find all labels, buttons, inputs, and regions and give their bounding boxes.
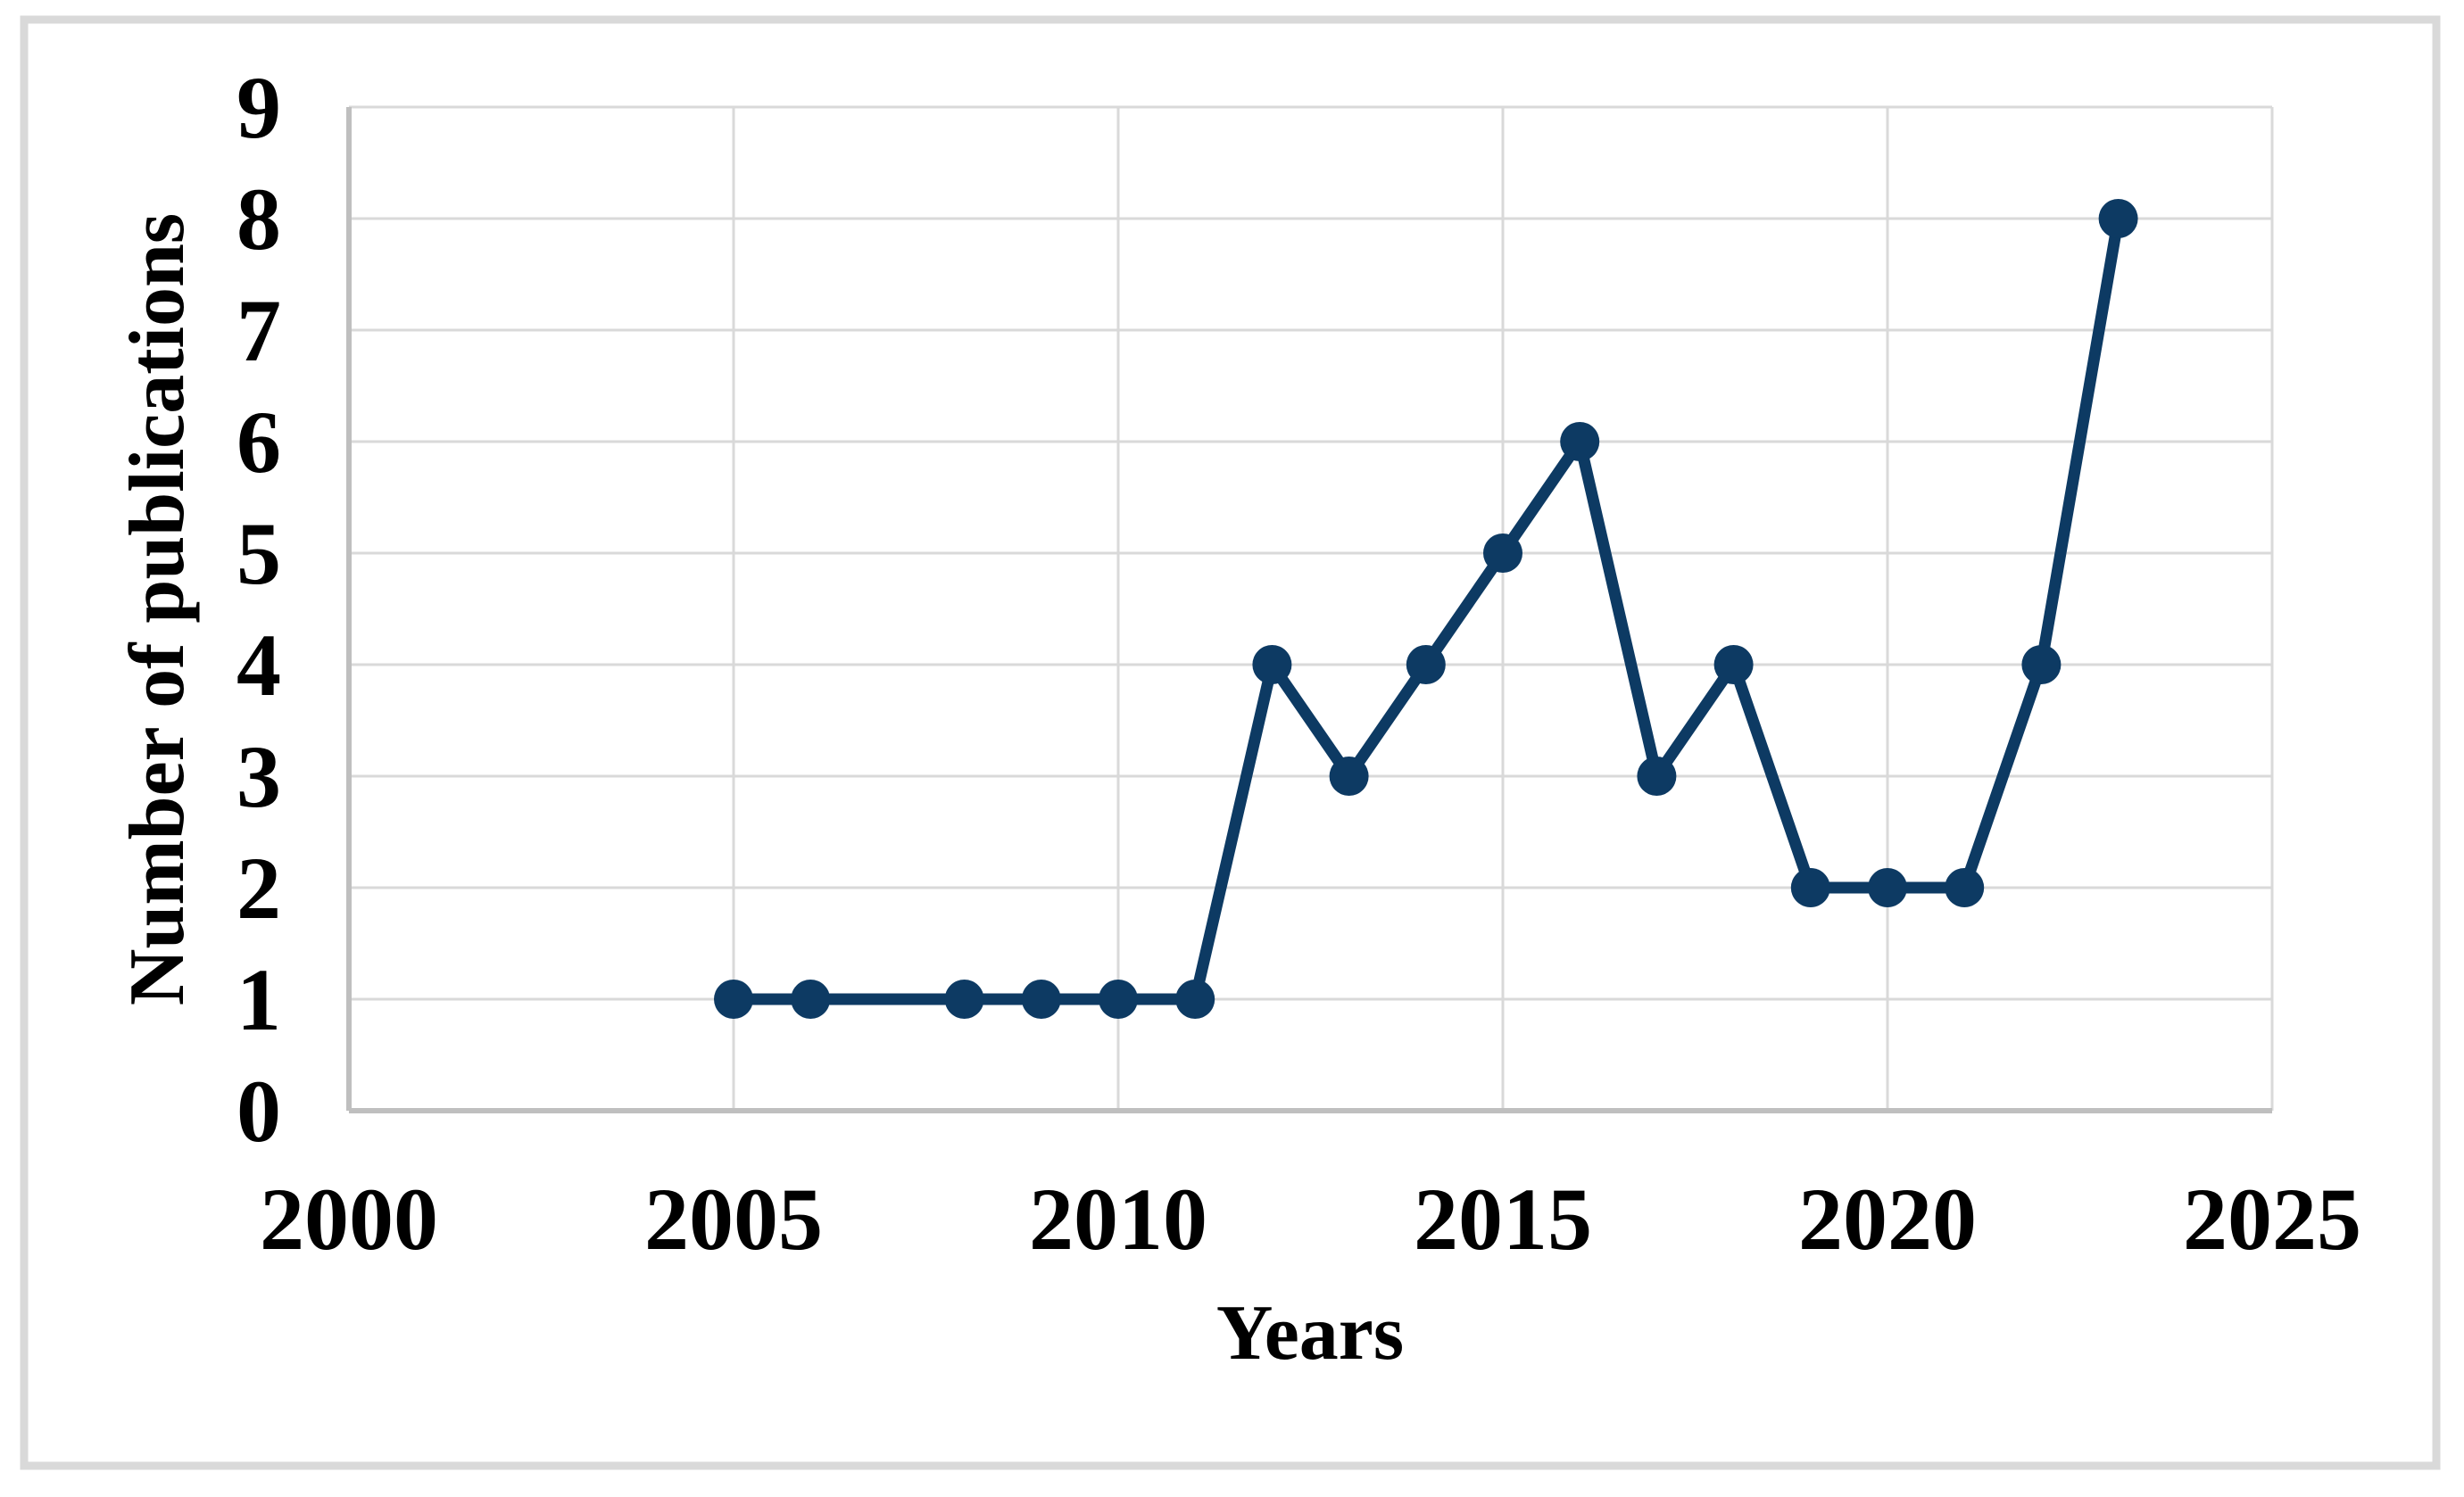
y-tick-label: 7 xyxy=(236,281,281,380)
data-point-marker xyxy=(1252,645,1292,684)
x-tick-label: 2005 xyxy=(644,1170,823,1269)
data-point-marker xyxy=(1483,533,1522,573)
x-tick-label: 2025 xyxy=(2183,1170,2361,1269)
data-point-marker xyxy=(1406,645,1446,684)
data-point-marker xyxy=(1175,980,1215,1019)
y-axis-title: Number of publications xyxy=(114,213,201,1005)
axis-lines xyxy=(346,107,2272,1113)
data-series xyxy=(714,199,2138,1019)
gridlines xyxy=(349,105,2274,1111)
x-axis-title: Years xyxy=(1216,1290,1404,1377)
data-point-marker xyxy=(1713,645,1754,684)
data-point-marker xyxy=(1021,980,1061,1019)
y-tick-label: 0 xyxy=(236,1062,281,1161)
data-point-marker xyxy=(1945,868,1985,907)
data-point-marker xyxy=(1790,868,1830,907)
x-tick-label: 2000 xyxy=(260,1170,438,1269)
data-point-marker xyxy=(791,980,831,1019)
y-tick-label: 1 xyxy=(236,950,281,1049)
data-point-marker xyxy=(1329,757,1369,796)
y-tick-label: 2 xyxy=(236,839,281,938)
y-tick-label: 6 xyxy=(236,393,281,492)
data-point-marker xyxy=(1868,868,1907,907)
y-tick-label: 4 xyxy=(236,616,281,715)
data-point-marker xyxy=(1099,980,1138,1019)
data-point-marker xyxy=(714,980,753,1019)
series-line xyxy=(727,212,2125,1005)
data-point-marker xyxy=(2021,645,2062,684)
y-tick-labels: 0 1 2 3 4 5 6 7 8 9 xyxy=(236,58,281,1161)
x-tick-label: 2020 xyxy=(1798,1170,1977,1269)
x-tick-labels: 2000 2005 2010 2015 2020 2025 xyxy=(260,1170,2361,1269)
x-tick-label: 2010 xyxy=(1029,1170,1207,1269)
data-point-marker xyxy=(1637,757,1677,796)
y-tick-label: 5 xyxy=(236,504,281,603)
data-point-marker xyxy=(1560,422,1600,461)
y-tick-label: 8 xyxy=(236,170,281,269)
figure-border xyxy=(20,15,2441,1470)
y-tick-label: 9 xyxy=(236,58,281,157)
x-tick-label: 2015 xyxy=(1414,1170,1592,1269)
data-point-marker xyxy=(2098,199,2138,238)
data-point-marker xyxy=(944,980,984,1019)
y-tick-label: 3 xyxy=(236,727,281,826)
